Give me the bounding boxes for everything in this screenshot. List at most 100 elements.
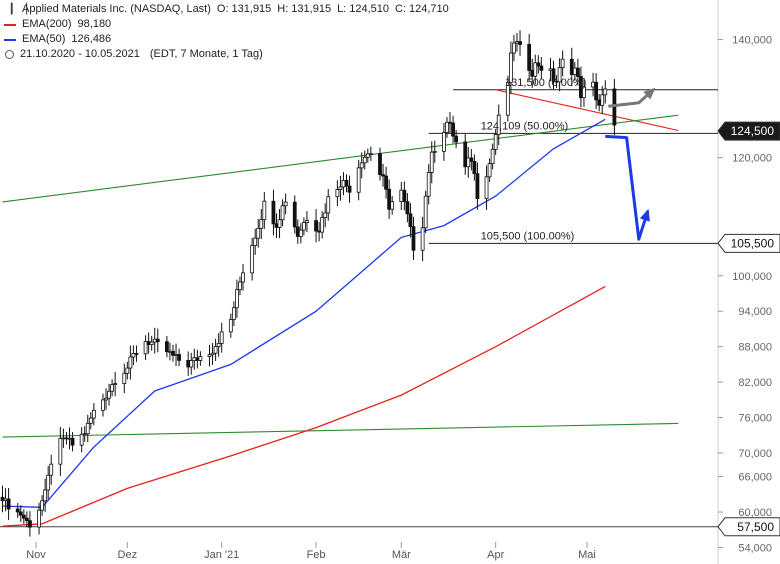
ema200-swatch xyxy=(4,23,16,26)
candle-body xyxy=(228,319,233,333)
x-tick-label: Nov xyxy=(26,549,46,561)
candle-body xyxy=(408,213,413,228)
candle-body xyxy=(213,346,218,354)
candle-body xyxy=(512,42,516,54)
candle-body xyxy=(356,167,361,193)
candle-body xyxy=(387,188,392,210)
candle-body xyxy=(487,163,492,178)
candle-body xyxy=(426,172,431,197)
candle-body xyxy=(597,99,602,106)
candle-body xyxy=(390,201,395,210)
ohlc-open-label: O: xyxy=(216,3,229,15)
candle-body xyxy=(3,498,8,501)
y-tick-label: 70,000 xyxy=(738,448,772,460)
x-tick-label: Apr xyxy=(487,549,504,561)
candle-body xyxy=(527,44,532,71)
candle-body xyxy=(64,437,69,440)
candle-body xyxy=(420,227,425,251)
candle-body xyxy=(384,175,388,190)
candle-body xyxy=(149,341,154,345)
candle-body xyxy=(122,372,127,384)
legend-ema50: EMA(50) 126,486 xyxy=(4,32,449,47)
candle-body xyxy=(569,58,574,75)
candle-body xyxy=(110,384,115,392)
ohlc-low-label: L: xyxy=(337,3,347,15)
candle-body xyxy=(6,498,11,510)
fib-level-label: 131,500 (0.00%) xyxy=(505,77,586,89)
candle-body xyxy=(560,58,565,68)
fib-level-label: 105,500 (100.00%) xyxy=(481,230,575,242)
ohlc-close-label: C: xyxy=(395,3,407,15)
candle-body xyxy=(61,437,66,440)
candle-body xyxy=(131,353,136,358)
candle-body xyxy=(432,150,437,153)
candle-body xyxy=(368,153,373,156)
candle-body xyxy=(463,141,468,168)
candle-body xyxy=(210,352,215,356)
candle-body xyxy=(536,62,541,67)
ohlc-low: 124,510 xyxy=(349,3,390,15)
candle-body xyxy=(104,397,108,401)
candle-body xyxy=(15,508,20,513)
candle-body xyxy=(241,272,245,283)
candle-body xyxy=(37,509,41,528)
x-tick-label: Feb xyxy=(307,549,326,561)
candle-body xyxy=(429,151,434,173)
scenario-arrow-path xyxy=(605,134,650,241)
trendline xyxy=(495,89,679,132)
candle-body xyxy=(469,157,474,162)
price-tag-label: 57,500 xyxy=(737,520,774,534)
candle-body xyxy=(125,367,130,374)
candle-body xyxy=(591,81,595,88)
candle-body xyxy=(85,422,90,435)
y-tick-label: 54,000 xyxy=(738,542,772,554)
candle-body xyxy=(600,94,605,106)
candle-body xyxy=(186,359,191,368)
candle-body xyxy=(378,153,382,176)
candle-body xyxy=(402,189,407,202)
candle-body xyxy=(152,338,157,343)
candle-body xyxy=(530,69,535,77)
candle-body xyxy=(298,229,303,237)
chart-header: ▕▏▕ Applied Materials Inc. (NASDAQ, Last… xyxy=(4,2,449,62)
x-tick-label: Jan '21 xyxy=(204,549,239,561)
candle-body xyxy=(216,343,221,347)
ohlc-high-label: H: xyxy=(277,3,289,15)
candle-body xyxy=(238,281,242,291)
candle-body xyxy=(515,41,519,44)
candle-body xyxy=(505,81,510,116)
candle-body xyxy=(518,41,522,45)
x-tick-label: Mai xyxy=(578,549,596,561)
candle-body xyxy=(177,354,181,361)
candle-body xyxy=(381,174,385,177)
candle-body xyxy=(539,65,544,71)
candle-body xyxy=(320,217,325,233)
range-detail: (EDT, 7 Monate, 1 Tag) xyxy=(149,48,263,60)
x-tick-label: Mär xyxy=(392,549,411,561)
candle-body xyxy=(454,135,458,143)
candle-body xyxy=(475,173,480,200)
y-tick-label: 140,000 xyxy=(732,35,772,47)
candle-body xyxy=(143,341,148,355)
candle-body xyxy=(551,68,556,82)
candle-body xyxy=(603,88,608,96)
candle-body xyxy=(198,356,203,361)
ema-line xyxy=(2,118,606,508)
ema-line xyxy=(2,285,606,527)
candle-body xyxy=(451,122,455,137)
candle-body xyxy=(301,222,306,231)
candle-body xyxy=(128,356,133,369)
scenario-arrow-head xyxy=(639,208,650,222)
candle-body xyxy=(557,67,562,83)
candle-body xyxy=(231,307,236,320)
candle-body xyxy=(448,121,452,124)
candle-body xyxy=(277,219,282,228)
candle-body xyxy=(24,517,29,522)
candle-body xyxy=(107,390,111,399)
range-row: 21.10.2020 - 10.05.2021 (EDT, 7 Monate, … xyxy=(4,47,449,62)
candle-body xyxy=(28,520,32,528)
candlestick-icon: ▕▏▕ xyxy=(4,4,28,15)
ema50-value: 126,486 xyxy=(71,33,112,45)
candle-body xyxy=(335,189,340,198)
